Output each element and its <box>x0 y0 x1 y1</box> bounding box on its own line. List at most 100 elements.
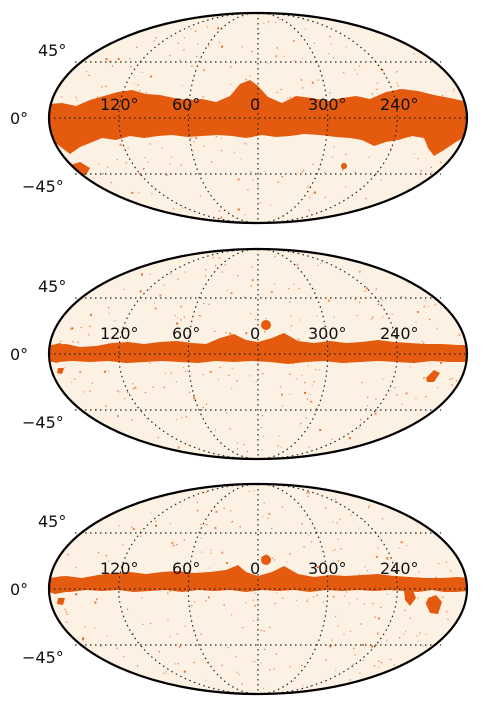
mask-speck <box>210 161 213 163</box>
mask-speck <box>137 665 139 667</box>
mask-speck <box>311 81 314 84</box>
mask-speck <box>276 47 278 49</box>
lat-label-45n: 45° <box>38 512 66 531</box>
mask-speck <box>257 617 259 619</box>
mask-speck <box>123 288 125 291</box>
meridian-line <box>118 248 259 460</box>
mask-speck <box>263 502 265 504</box>
mask-speck <box>183 670 186 673</box>
lon-label-300: 300° <box>308 559 347 578</box>
mask-speck <box>263 630 265 632</box>
mask-speck <box>421 340 423 342</box>
mask-speck <box>252 660 254 662</box>
mask-speck <box>316 594 318 596</box>
mask-speck <box>237 178 240 181</box>
mask-speck <box>374 412 377 415</box>
mask-speck <box>191 65 193 67</box>
mask-speck <box>415 397 417 399</box>
mask-speck <box>258 32 260 35</box>
mask-speck <box>124 398 126 400</box>
mask-speck <box>231 388 233 390</box>
mask-speck <box>354 654 356 656</box>
mask-speck <box>313 596 315 598</box>
mask-speck <box>413 153 415 155</box>
mask-speck <box>281 176 283 178</box>
mask-speck <box>86 71 88 73</box>
mask-speck <box>241 46 243 48</box>
mask-speck <box>301 374 303 377</box>
mask-speck <box>98 552 100 554</box>
mask-speck <box>360 419 362 421</box>
mask-speck <box>406 544 408 547</box>
mask-speck <box>108 60 110 62</box>
mask-speck <box>250 171 252 173</box>
mask-speck <box>289 301 291 303</box>
mask-speck <box>89 390 91 392</box>
lon-label-300: 300° <box>308 95 347 114</box>
mask-speck <box>185 416 187 418</box>
mask-speck <box>218 41 221 43</box>
mask-speck <box>230 83 232 86</box>
mask-speck <box>169 522 171 525</box>
mask-speck <box>390 148 392 150</box>
mask-speck <box>260 662 262 664</box>
mask-speck <box>261 415 264 417</box>
mask-speck <box>370 318 373 320</box>
mask-speck <box>219 367 221 369</box>
mask-speck <box>425 396 427 398</box>
mask-speck <box>145 92 147 94</box>
mask-speck <box>343 633 345 635</box>
mask-speck <box>132 528 135 531</box>
mask-speck <box>188 444 190 446</box>
mask-speck <box>423 376 425 379</box>
mask-speck <box>100 645 102 647</box>
mask-speck <box>155 524 158 527</box>
mask-speck <box>345 46 347 48</box>
mask-speck <box>270 290 273 293</box>
mask-speck <box>417 158 419 160</box>
mask-speck <box>197 43 199 45</box>
mask-speck <box>345 153 347 155</box>
mask-speck <box>232 520 234 522</box>
mask-speck <box>332 550 334 552</box>
mask-speck <box>293 283 295 285</box>
mask-speck <box>331 639 333 641</box>
mask-speck <box>451 377 453 380</box>
mask-speck <box>365 408 367 410</box>
mask-speck <box>273 668 275 670</box>
mask-speck <box>200 537 202 539</box>
mask-speck <box>230 510 232 512</box>
mask-speck <box>251 50 253 53</box>
mask-speck <box>237 208 240 211</box>
mask-speck <box>290 315 292 317</box>
mask-speck <box>244 142 246 144</box>
mask-speck <box>360 623 362 625</box>
mask-speck <box>300 423 302 425</box>
mask-speck <box>96 599 98 601</box>
mask-speck <box>277 445 279 447</box>
mask-speck <box>267 63 269 65</box>
mask-speck <box>221 664 223 666</box>
mask-speck <box>105 85 107 87</box>
mask-speck <box>261 449 263 451</box>
mask-speck <box>83 391 85 393</box>
lon-label-60: 60° <box>172 559 200 578</box>
mask-speck <box>64 367 66 369</box>
mask-speck <box>262 687 265 689</box>
mask-speck <box>220 149 223 152</box>
mask-speck <box>82 638 85 641</box>
mask-speck <box>205 269 207 271</box>
mask-speck <box>398 547 400 549</box>
mask-speck <box>434 304 436 306</box>
mask-speck <box>207 596 210 599</box>
mask-speck <box>420 170 422 172</box>
mask-speck <box>158 651 160 653</box>
mask-speck <box>110 182 112 184</box>
mask-speck <box>381 299 383 301</box>
mask-speck <box>446 611 448 613</box>
mask-speck <box>252 179 254 181</box>
mask-speck <box>143 167 145 170</box>
mask-speck <box>377 303 379 305</box>
mask-speck <box>404 609 406 611</box>
mask-speck <box>94 601 97 604</box>
